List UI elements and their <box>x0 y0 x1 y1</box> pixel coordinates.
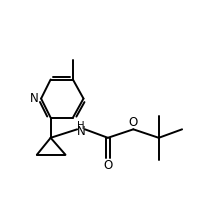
Text: O: O <box>103 159 112 173</box>
Text: H: H <box>77 121 85 131</box>
Text: N: N <box>30 92 39 105</box>
Text: O: O <box>128 116 138 129</box>
Text: N: N <box>77 125 86 138</box>
